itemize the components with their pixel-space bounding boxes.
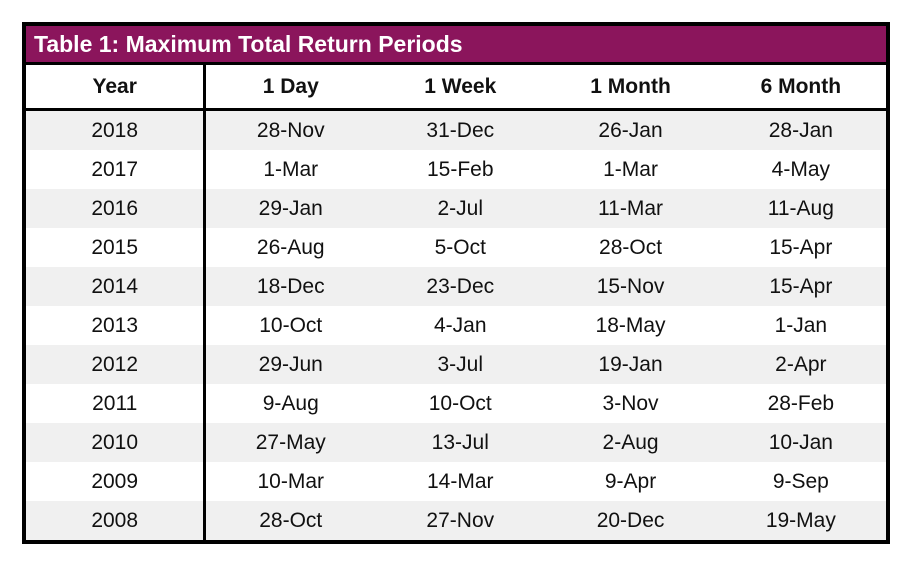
date-cell: 10-Oct: [428, 391, 492, 415]
table-row: 2014 18-Dec 23-Dec 15-Nov 15-Apr: [26, 267, 886, 306]
date-cell: 1-Jan: [774, 313, 828, 337]
table-row: 2008 28-Oct 27-Nov 20-Dec 19-May: [26, 501, 886, 540]
date-cell: 9-Apr: [604, 469, 657, 493]
date-cell: 10-Jan: [768, 430, 833, 454]
table-row: 2009 10-Mar 14-Mar 9-Apr 9-Sep: [26, 462, 886, 501]
date-cell: 18-May: [595, 313, 666, 337]
date-cell: 9-Aug: [262, 391, 319, 415]
column-header-year: Year: [26, 65, 207, 111]
date-cell: 18-Dec: [256, 274, 325, 298]
date-cell: 29-Jun: [258, 352, 323, 376]
table-row: 2016 29-Jan 2-Jul 11-Mar 11-Aug: [26, 189, 886, 228]
date-cell: 20-Dec: [596, 508, 665, 532]
header-row: Year 1 Day 1 Week 1 Month 6 Month: [26, 65, 886, 111]
date-cell: 28-Oct: [259, 508, 323, 532]
date-cell: 1-Mar: [603, 157, 658, 181]
table-title: Table 1: Maximum Total Return Periods: [26, 26, 886, 65]
date-cell: 15-Apr: [769, 235, 833, 259]
table-row: 2018 28-Nov 31-Dec 26-Jan 28-Jan: [26, 109, 886, 150]
date-cell: 15-Feb: [427, 157, 494, 181]
column-header-1-day: 1 Day: [204, 65, 376, 111]
date-cell: 10-Mar: [257, 469, 325, 493]
date-cell: 2-Aug: [602, 430, 659, 454]
date-cell: 28-Oct: [599, 235, 663, 259]
date-cell: 28-Jan: [768, 118, 833, 142]
date-cell: 2-Jul: [437, 196, 484, 220]
date-cell: 5-Oct: [434, 235, 486, 259]
date-cell: 26-Jan: [598, 118, 663, 142]
table-row: 2013 10-Oct 4-Jan 18-May 1-Jan: [26, 306, 886, 345]
date-cell: 27-May: [255, 430, 326, 454]
data-table: Year 1 Day 1 Week 1 Month 6 Month 2018 28…: [26, 65, 886, 540]
date-cell: 31-Dec: [426, 118, 495, 142]
date-cell: 26-Aug: [256, 235, 325, 259]
date-cell: 3-Nov: [602, 391, 659, 415]
table-row: 2010 27-May 13-Jul 2-Aug 10-Jan: [26, 423, 886, 462]
date-cell: 15-Nov: [596, 274, 665, 298]
table-row: 2012 29-Jun 3-Jul 19-Jan 2-Apr: [26, 345, 886, 384]
date-cell: 11-Aug: [767, 196, 834, 220]
date-cell: 23-Dec: [426, 274, 495, 298]
column-header-6-month: 6 Month: [715, 65, 886, 111]
date-cell: 15-Apr: [769, 274, 833, 298]
date-cell: 28-Nov: [256, 118, 325, 142]
date-cell: 3-Jul: [437, 352, 484, 376]
year-cell: 2012: [26, 345, 207, 384]
year-cell: 2018: [26, 109, 207, 150]
date-cell: 10-Oct: [259, 313, 323, 337]
table-row: 2015 26-Aug 5-Oct 28-Oct 15-Apr: [26, 228, 886, 267]
year-cell: 2010: [26, 423, 207, 462]
date-cell: 4-May: [771, 157, 831, 181]
year-cell: 2009: [26, 462, 207, 501]
year-cell: 2008: [26, 501, 207, 540]
column-header-1-week: 1 Week: [375, 65, 546, 111]
date-cell: 27-Nov: [426, 508, 495, 532]
year-cell: 2015: [26, 228, 207, 267]
date-cell: 1-Mar: [263, 157, 319, 181]
date-cell: 19-May: [765, 508, 836, 532]
table-row: 2011 9-Aug 10-Oct 3-Nov 28-Feb: [26, 384, 886, 423]
year-cell: 2013: [26, 306, 207, 345]
year-cell: 2011: [26, 384, 207, 423]
date-cell: 19-Jan: [598, 352, 663, 376]
date-cell: 9-Sep: [772, 469, 829, 493]
table-body: 2018 28-Nov 31-Dec 26-Jan 28-Jan 2017 1-Mar 15-…: [26, 109, 886, 540]
year-cell: 2014: [26, 267, 207, 306]
date-cell: 13-Jul: [431, 430, 489, 454]
date-cell: 28-Feb: [767, 391, 835, 415]
date-cell: 29-Jan: [258, 196, 323, 220]
date-cell: 11-Mar: [598, 196, 664, 220]
date-cell: 4-Jan: [434, 313, 487, 337]
date-cell: 14-Mar: [427, 469, 494, 493]
table-row: 2017 1-Mar 15-Feb 1-Mar 4-May: [26, 150, 886, 189]
year-cell: 2016: [26, 189, 207, 228]
year-cell: 2017: [26, 150, 207, 189]
return-periods-table: Table 1: Maximum Total Return Periods Ye…: [22, 22, 890, 544]
column-header-1-month: 1 Month: [545, 65, 716, 111]
date-cell: 2-Apr: [775, 352, 827, 376]
